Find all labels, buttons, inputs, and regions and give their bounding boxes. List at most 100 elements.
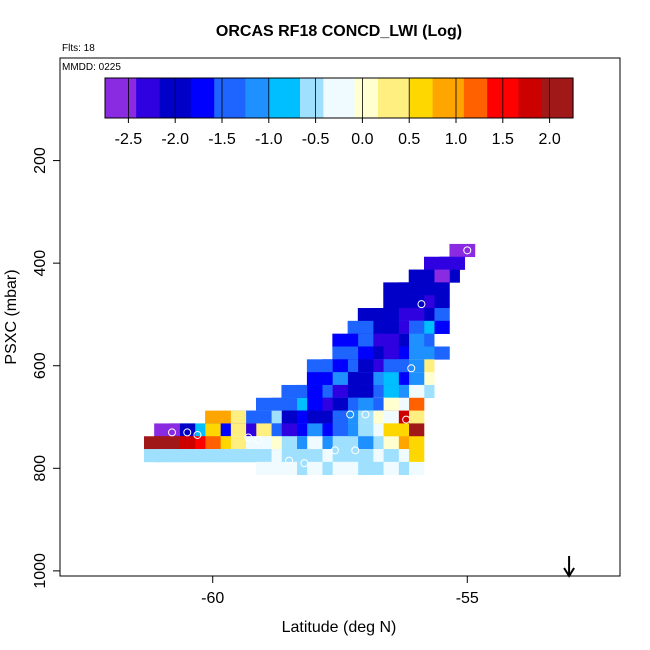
x-tick-label: -60 — [201, 590, 224, 607]
colorbar-segment — [198, 78, 207, 118]
y-tick-label: 400 — [32, 250, 49, 277]
chart-title: ORCAS RF18 CONCD_LWI (Log) — [216, 23, 462, 40]
flight-marker — [463, 246, 472, 255]
colorbar-segment — [557, 78, 566, 118]
colorbar-segment — [440, 78, 449, 118]
plot-frame — [59, 57, 621, 577]
colorbar-segment — [463, 78, 473, 118]
colorbar-segment — [175, 78, 184, 118]
colorbar-segment — [206, 78, 215, 118]
x-axis-label: Latitude (deg N) — [282, 619, 397, 636]
heatmap-cell — [205, 410, 231, 424]
colorbar-segment — [105, 78, 114, 118]
heatmap-cell — [383, 282, 410, 296]
colorbar-segment — [245, 78, 254, 118]
colorbar-segment — [409, 78, 418, 118]
colorbar-tick-label: -2.5 — [115, 131, 143, 148]
heatmap-cell — [357, 308, 384, 322]
colorbar-segment — [354, 78, 363, 118]
colorbar-segment — [307, 78, 317, 118]
colorbar-segment — [432, 78, 441, 118]
flight-marker — [402, 415, 411, 424]
flight-marker — [193, 430, 202, 439]
heatmap-cell — [256, 397, 282, 411]
colorbar-segment — [323, 78, 332, 118]
flight-marker — [183, 428, 192, 437]
colorbar-tick-label: 1.5 — [492, 131, 514, 148]
colorbar-segment — [237, 78, 246, 118]
flight-marker — [234, 464, 243, 473]
colorbar-segment — [120, 78, 129, 118]
colorbar-segment — [261, 78, 270, 118]
colorbar-tick-label: -1.5 — [208, 131, 236, 148]
heatmap-cell — [144, 436, 170, 450]
flight-marker — [254, 436, 263, 445]
colorbar-segment — [487, 78, 496, 118]
colorbar-segment — [276, 78, 285, 118]
flight-marker — [162, 477, 171, 486]
heatmap-cell — [332, 346, 359, 360]
heatmap-cell — [154, 423, 180, 437]
flight-marker — [224, 474, 232, 483]
colorbar-tick-label: 0.5 — [398, 131, 420, 148]
colorbar-segment — [534, 78, 543, 118]
heatmap-cell — [408, 269, 435, 283]
colorbar-ticks: -2.5 -2.0 -1.5 -1.0 -0.5 0.0 0.5 1.0 1.5 2.0 — [115, 78, 561, 148]
flight-marker — [157, 477, 166, 486]
flight-marker — [320, 487, 329, 496]
heatmap-cell — [306, 359, 333, 373]
colorbar-segment — [339, 78, 348, 118]
colorbar-segment — [315, 78, 324, 118]
flight-marker — [330, 446, 339, 455]
colorbar-segment — [167, 78, 176, 118]
colorbar-segment — [448, 78, 457, 118]
mmdd-label: MMDD: 0225 — [62, 62, 121, 73]
colorbar-segment — [151, 78, 161, 118]
flight-marker — [402, 487, 411, 496]
flight-marker — [351, 446, 360, 455]
y-tick-label: 1000 — [32, 553, 49, 589]
flight-marker — [300, 459, 309, 468]
colorbar-segment — [510, 78, 519, 118]
colorbar-tick-label: 1.0 — [445, 131, 467, 148]
flight-marker — [213, 466, 222, 475]
colorbar-segment — [370, 78, 379, 118]
colorbar-segment — [417, 78, 426, 118]
flight-marker — [285, 456, 294, 465]
colorbar-segment — [456, 78, 465, 118]
flight-marker — [178, 477, 187, 486]
colorbar-segment — [190, 78, 200, 118]
flight-markers — [147, 246, 472, 496]
flight-marker — [417, 300, 426, 309]
colorbar-segment — [300, 78, 309, 118]
colorbar-segment — [214, 78, 223, 118]
heatmap-cells — [144, 243, 476, 476]
colorbar-segment — [401, 78, 410, 118]
flight-marker — [361, 410, 370, 419]
colorbar-tick-label: 0.0 — [351, 131, 373, 148]
colorbar-segment — [292, 78, 301, 118]
colorbar-tick-label: -1.0 — [255, 131, 283, 148]
colorbar-tick-label: -0.5 — [302, 131, 330, 148]
colorbar-segment — [362, 78, 371, 118]
colorbar-segment — [471, 78, 480, 118]
y-axis: 200 400 600 800 1000 — [32, 147, 60, 589]
down-arrow-icon — [563, 556, 575, 578]
flight-marker — [397, 484, 406, 493]
colorbar-segment — [424, 78, 434, 118]
colorbar-segment — [385, 78, 395, 118]
flight-marker — [244, 433, 253, 442]
colorbar-segment — [331, 78, 340, 118]
colorbar-segment — [284, 78, 293, 118]
colorbar-segment — [526, 78, 535, 118]
colorbar-segment — [222, 78, 231, 118]
colorbar-segment — [229, 78, 239, 118]
heatmap-cell — [332, 333, 359, 347]
heatmap-cell — [383, 295, 410, 309]
colorbar-segment — [495, 78, 504, 118]
x-axis: -60 -55 — [201, 576, 479, 607]
colorbar-segment — [479, 78, 488, 118]
heatmap-cell — [306, 372, 333, 386]
colorbar-frame — [104, 77, 574, 119]
